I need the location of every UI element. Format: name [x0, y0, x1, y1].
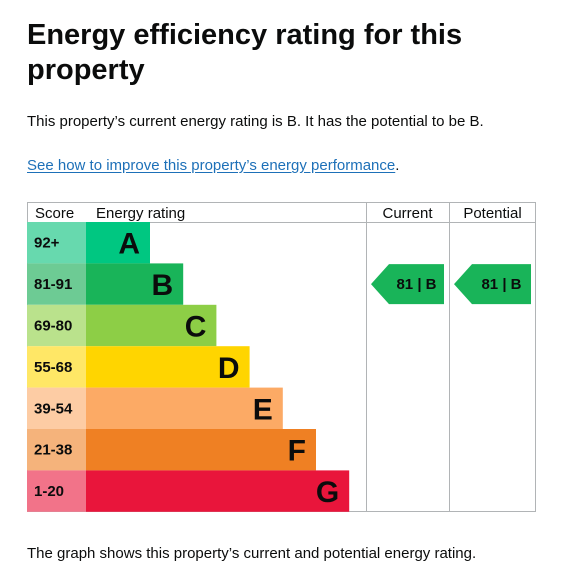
band-bar-g: [86, 470, 350, 512]
improve-link-line: See how to improve this property’s energ…: [27, 156, 547, 176]
improve-energy-link[interactable]: See how to improve this property’s energ…: [27, 157, 396, 174]
score-cell-b: [27, 263, 86, 305]
current-rating-flag-label: 81 | B: [396, 276, 436, 293]
link-suffix: .: [395, 157, 400, 174]
band-bar-c: [86, 304, 217, 347]
potential-rating-flag: [454, 264, 531, 305]
score-cell-g: [27, 470, 86, 512]
score-cell-f: [27, 429, 86, 471]
band-bar-b: [86, 263, 184, 305]
header-current: Current: [382, 205, 433, 222]
chart-footnote: The graph shows this property’s current …: [27, 545, 477, 562]
page-title: Energy efficiency rating for this proper…: [27, 19, 463, 86]
band-letter-c: C: [185, 311, 207, 344]
band-letter-a: A: [118, 228, 140, 261]
score-label-d: 55-68: [34, 359, 72, 376]
header-potential: Potential: [463, 205, 521, 222]
score-cell-c: [27, 304, 86, 347]
band-letter-e: E: [253, 393, 273, 426]
score-label-e: 39-54: [34, 400, 73, 417]
score-label-a: 92+: [34, 235, 60, 252]
score-cell-e: [27, 387, 86, 429]
band-letter-d: D: [218, 352, 240, 385]
band-letter-g: G: [316, 476, 339, 509]
header-score: Score: [35, 205, 74, 222]
score-label-b: 81-91: [34, 276, 72, 293]
header-energy-rating: Energy rating: [96, 205, 185, 222]
potential-rating-flag-label: 81 | B: [481, 276, 521, 293]
band-bar-a: [86, 222, 150, 264]
score-cell-d: [27, 346, 86, 388]
score-label-c: 69-80: [34, 318, 72, 335]
band-letter-f: F: [288, 435, 306, 468]
band-bar-e: [86, 387, 283, 429]
band-bar-f: [86, 429, 316, 471]
rating-summary: This property’s current energy rating is…: [27, 113, 484, 130]
score-label-f: 21-38: [34, 442, 72, 459]
band-bar-d: [86, 346, 250, 388]
band-letter-b: B: [152, 269, 174, 302]
score-cell-a: [27, 222, 86, 264]
current-rating-flag: [371, 264, 444, 305]
score-label-g: 1-20: [34, 483, 64, 500]
